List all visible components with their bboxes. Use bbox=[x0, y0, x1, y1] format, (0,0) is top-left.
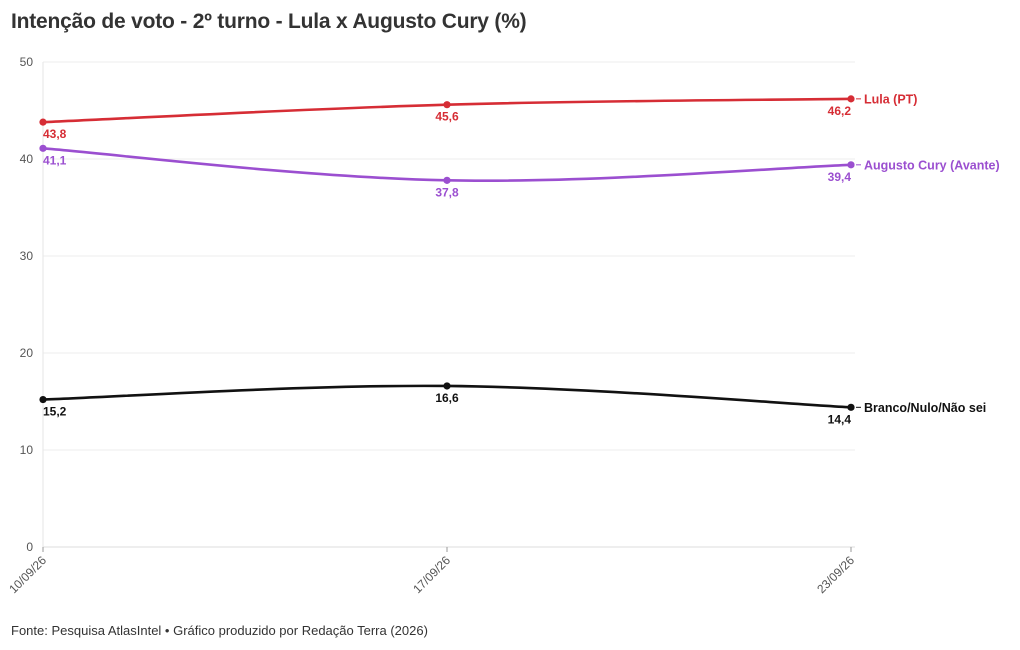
data-point bbox=[847, 161, 855, 169]
data-point bbox=[39, 395, 47, 404]
x-tick-label: 23/09/26 bbox=[814, 553, 857, 596]
data-point bbox=[847, 403, 855, 411]
series-label: Augusto Cury (Avante) bbox=[864, 158, 1000, 172]
data-label: 46,2 bbox=[828, 104, 852, 118]
data-label: 37,8 bbox=[435, 185, 459, 199]
data-point bbox=[443, 382, 451, 390]
y-tick-label: 20 bbox=[20, 346, 34, 360]
data-point bbox=[443, 101, 451, 109]
y-tick-label: 50 bbox=[20, 55, 34, 69]
data-label: 15,2 bbox=[43, 405, 67, 419]
data-label: 39,4 bbox=[828, 170, 852, 184]
series-line bbox=[41, 147, 853, 183]
y-tick-label: 30 bbox=[20, 249, 34, 263]
data-point bbox=[443, 176, 451, 184]
data-label: 41,1 bbox=[43, 153, 67, 167]
x-tick-label: 10/09/26 bbox=[6, 553, 49, 596]
y-tick-label: 10 bbox=[20, 443, 34, 457]
series-label: Branco/Nulo/Não sei bbox=[864, 401, 986, 415]
y-tick-label: 40 bbox=[20, 152, 34, 166]
chart-title: Intenção de voto - 2º turno - Lula x Aug… bbox=[11, 10, 527, 33]
x-tick-label: 17/09/26 bbox=[410, 553, 453, 596]
data-label: 16,6 bbox=[435, 391, 459, 405]
data-label: 43,8 bbox=[43, 127, 67, 141]
data-label: 45,6 bbox=[435, 110, 459, 124]
data-point bbox=[39, 118, 47, 126]
series-label: Lula (PT) bbox=[864, 92, 917, 106]
data-point bbox=[39, 144, 47, 152]
data-label: 14,4 bbox=[828, 412, 852, 426]
data-point bbox=[847, 95, 855, 103]
source-note: Fonte: Pesquisa AtlasIntel • Gráfico pro… bbox=[11, 623, 428, 638]
y-tick-label: 0 bbox=[26, 540, 33, 554]
